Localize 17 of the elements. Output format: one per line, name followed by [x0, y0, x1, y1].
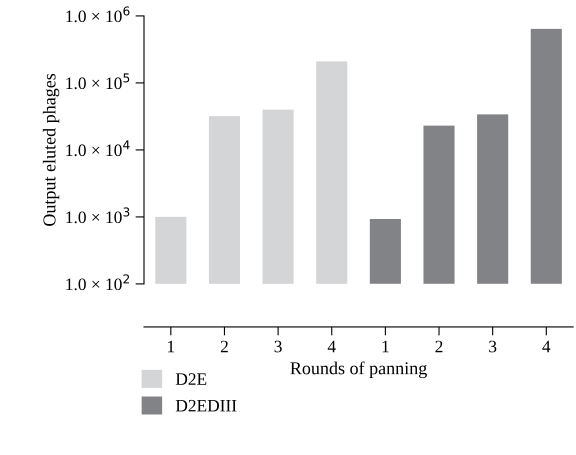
- y-axis-title: Output eluted phages: [42, 74, 60, 226]
- legend-label: D2E: [176, 373, 206, 385]
- x-tick-label: 2: [435, 340, 442, 352]
- y-tick-label: 1.0 × 10$^{3}$: [66, 207, 130, 224]
- x-tick-label: 1: [382, 340, 389, 352]
- y-tick-label: 1.0 × 10$^{5}$: [66, 73, 130, 90]
- x-tick-label: 3: [489, 340, 496, 352]
- y-tick-label: 1.0 × 10$^{2}$: [66, 274, 130, 290]
- legend-label: D2EDIII: [176, 400, 236, 412]
- x-tick-label: 3: [274, 340, 282, 352]
- x-tick-label: 1: [168, 340, 174, 352]
- y-tick-label: 1.0 × 10$^{4}$: [66, 140, 130, 156]
- x-tick-label: 4: [542, 340, 550, 352]
- y-tick-label: 1.0 × 10$^{6}$: [66, 6, 130, 22]
- x-tick-label: 2: [220, 340, 228, 352]
- x-axis-title: Rounds of panning: [290, 361, 427, 378]
- x-tick-label: 4: [328, 340, 336, 352]
